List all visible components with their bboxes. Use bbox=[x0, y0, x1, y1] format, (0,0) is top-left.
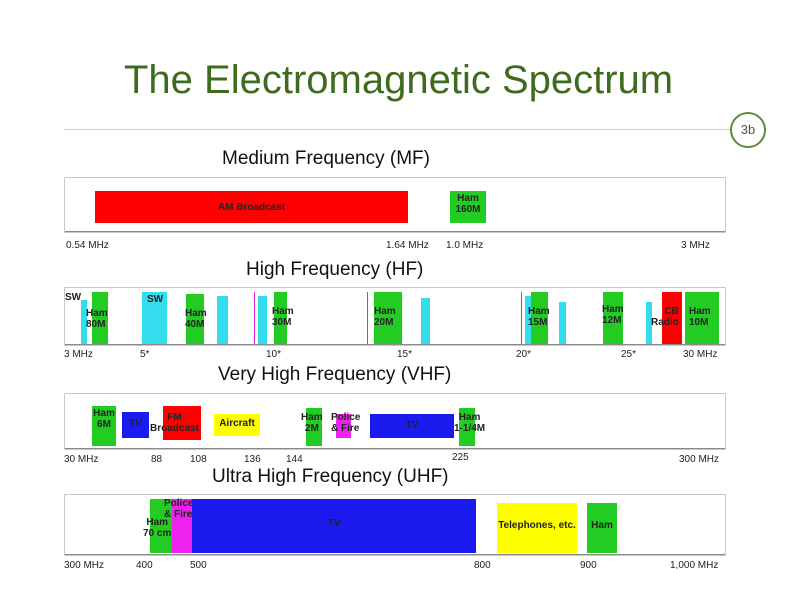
vhf-police-fire-label: Police & Fire bbox=[331, 412, 361, 434]
hf-baseline bbox=[65, 344, 725, 345]
hf-cb-radio-block bbox=[662, 292, 682, 344]
hf-ham-12m-block bbox=[603, 292, 623, 344]
hf-tick-25: 25* bbox=[621, 349, 637, 360]
hf-tick-20: 20* bbox=[516, 349, 532, 360]
hf-ham-12m-label: Ham 12M bbox=[602, 304, 624, 326]
hf-band: SW Ham 80M SW Ham 40M Ham 30M Ham 20M Ha… bbox=[64, 287, 726, 346]
vhf-fm-broadcast-label: FM Broadcast bbox=[150, 412, 199, 434]
vhf-ham-1-1-4m-label: Ham 1-1/4M bbox=[454, 412, 486, 434]
hf-ham-30m-block bbox=[274, 292, 287, 344]
hf-ham-10m-block bbox=[685, 292, 719, 344]
hf-ham-80m-block bbox=[92, 292, 108, 344]
vhf-tv-high-block: TV bbox=[370, 414, 454, 438]
mf-tick-start: 0.54 MHz bbox=[66, 240, 109, 251]
hf-sw2-label: SW bbox=[147, 294, 164, 305]
hf-sw6-block bbox=[525, 296, 534, 344]
uhf-ham-block: Ham bbox=[587, 503, 617, 553]
vhf-tv-low-block: TV bbox=[122, 412, 149, 438]
mf-ham-160m-block: Ham 160M bbox=[450, 191, 486, 223]
vhf-ham-1-1-4m-block bbox=[459, 408, 475, 446]
uhf-tv-label: TV bbox=[327, 518, 341, 529]
uhf-band: Police & Fire Ham 70 cm TV Telephones, e… bbox=[64, 494, 726, 556]
hf-ham-40m-block bbox=[186, 294, 204, 344]
mf-section-title: Medium Frequency (MF) bbox=[222, 148, 430, 169]
vhf-baseline bbox=[65, 448, 725, 449]
uhf-tick-900: 900 bbox=[580, 560, 597, 571]
hf-tick-15: 15* bbox=[397, 349, 413, 360]
uhf-ham-70cm-block bbox=[150, 499, 172, 553]
hf-ham-20m-block bbox=[374, 292, 402, 344]
vhf-tv-high-label: TV bbox=[405, 420, 419, 431]
hf-sw1-label: SW bbox=[65, 292, 82, 303]
uhf-section-title: Ultra High Frequency (UHF) bbox=[212, 466, 449, 487]
vhf-fm-broadcast-block bbox=[163, 406, 201, 440]
hf-cb-radio-label: CB Radio bbox=[651, 306, 679, 328]
vhf-ham-2m-label: Ham 2M bbox=[301, 412, 323, 434]
hf-ham-10m-label: Ham 10M bbox=[689, 306, 711, 328]
mf-tick-end: 3 MHz bbox=[681, 240, 710, 251]
vhf-tick-88: 88 bbox=[151, 454, 163, 465]
vhf-aircraft-label: Aircraft bbox=[219, 418, 255, 429]
hf-tick-end: 30 MHz bbox=[683, 349, 718, 360]
uhf-police-fire-block bbox=[172, 499, 192, 553]
mf-ham-160m-label: Ham 160M bbox=[455, 193, 481, 215]
hf-section-title: High Frequency (HF) bbox=[246, 259, 424, 280]
vhf-aircraft-block: Aircraft bbox=[214, 414, 260, 436]
mf-am-broadcast-label: AM Broadcast bbox=[217, 202, 286, 213]
hf-marker-line-1 bbox=[254, 292, 255, 344]
vhf-tick-144: 144 bbox=[286, 454, 303, 465]
uhf-tick-500: 500 bbox=[190, 560, 207, 571]
uhf-tv-block: TV bbox=[192, 499, 476, 553]
vhf-band: Ham 6M TV FM Broadcast Aircraft Ham 2M P… bbox=[64, 393, 726, 450]
hf-ham-80m-label: Ham 80M bbox=[86, 308, 108, 330]
hf-sw5-block bbox=[421, 298, 430, 344]
mf-band: AM Broadcast Ham 160M bbox=[64, 177, 726, 233]
mf-am-broadcast-block: AM Broadcast bbox=[95, 191, 408, 223]
hf-sw4-block bbox=[258, 296, 267, 344]
uhf-telephones-block: Telephones, etc. bbox=[497, 503, 577, 553]
hf-tick-10: 10* bbox=[266, 349, 282, 360]
uhf-ham-label: Ham bbox=[591, 520, 613, 531]
hf-sw8-block bbox=[646, 302, 652, 344]
vhf-tick-108: 108 bbox=[190, 454, 207, 465]
page-number-badge: 3b bbox=[730, 112, 766, 148]
slide-title: The Electromagnetic Spectrum bbox=[124, 58, 674, 102]
hf-marker-line-3 bbox=[521, 292, 522, 344]
uhf-police-fire-label: Police & Fire bbox=[164, 498, 194, 520]
hf-ham-30m-label: Ham 30M bbox=[272, 306, 294, 328]
uhf-tick-end: 1,000 MHz bbox=[670, 560, 719, 571]
vhf-tick-225: 225 bbox=[452, 452, 469, 463]
uhf-baseline bbox=[65, 554, 725, 555]
hf-marker-line-2 bbox=[367, 292, 368, 344]
vhf-tv-low-label: TV bbox=[129, 418, 142, 429]
title-divider bbox=[64, 129, 732, 130]
hf-sw1-block bbox=[81, 300, 87, 344]
hf-tick-5: 5* bbox=[140, 349, 150, 360]
uhf-telephones-label: Telephones, etc. bbox=[498, 520, 576, 531]
vhf-ham-6m-label: Ham 6M bbox=[93, 408, 115, 430]
hf-sw2-block bbox=[142, 292, 167, 344]
vhf-tick-start: 30 MHz bbox=[64, 454, 99, 465]
hf-ham-40m-label: Ham 40M bbox=[185, 308, 207, 330]
uhf-tick-400: 400 bbox=[136, 560, 153, 571]
vhf-section-title: Very High Frequency (VHF) bbox=[218, 364, 452, 385]
hf-sw3-block bbox=[217, 296, 228, 344]
uhf-ham-70cm-label: Ham 70 cm bbox=[143, 517, 172, 539]
uhf-tick-800: 800 bbox=[474, 560, 491, 571]
mf-baseline bbox=[65, 231, 725, 232]
vhf-ham-6m-block: Ham 6M bbox=[92, 406, 116, 446]
hf-ham-20m-label: Ham 20M bbox=[374, 306, 396, 328]
mf-tick-1-64: 1.64 MHz bbox=[386, 240, 429, 251]
hf-tick-start: 3 MHz bbox=[64, 349, 93, 360]
hf-ham-15m-label: Ham 15M bbox=[528, 306, 550, 328]
vhf-tick-end: 300 MHz bbox=[679, 454, 720, 465]
vhf-ham-2m-block bbox=[306, 408, 322, 446]
uhf-tick-start: 300 MHz bbox=[64, 560, 105, 571]
hf-ham-15m-block bbox=[531, 292, 548, 344]
vhf-tick-136: 136 bbox=[244, 454, 261, 465]
mf-tick-1-0: 1.0 MHz bbox=[446, 240, 484, 251]
vhf-police-fire-block bbox=[336, 414, 351, 438]
hf-sw7-block bbox=[559, 302, 566, 344]
